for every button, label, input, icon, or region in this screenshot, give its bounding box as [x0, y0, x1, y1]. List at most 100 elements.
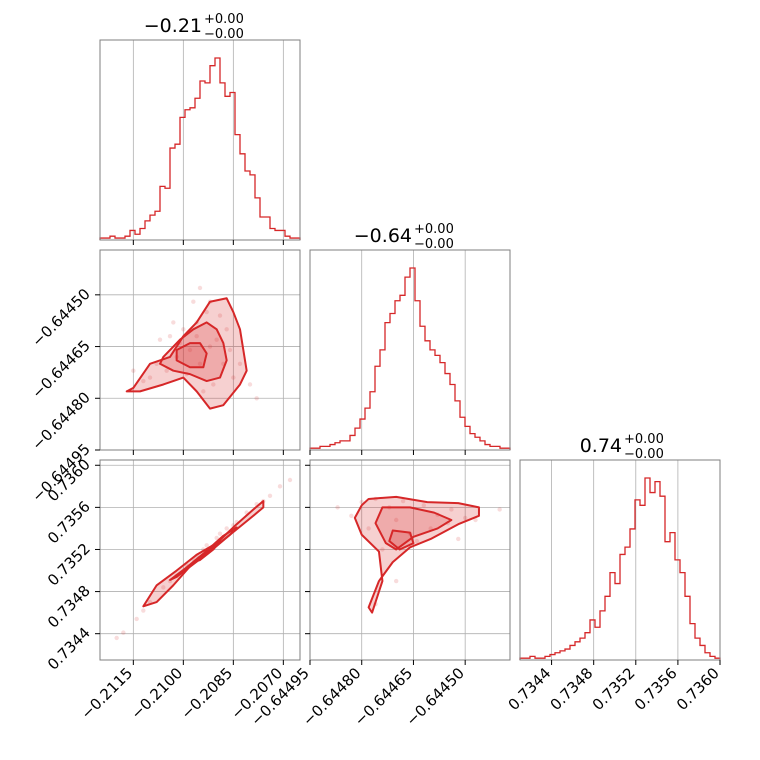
scatter-point — [421, 503, 426, 508]
scatter-point — [204, 543, 209, 548]
scatter-point — [181, 327, 186, 332]
scatter-point — [224, 526, 229, 531]
scatter-point — [217, 531, 223, 536]
contour-line-3 — [192, 540, 221, 564]
contour-line-2 — [159, 321, 228, 383]
scatter-point — [121, 630, 126, 635]
scatter-point — [214, 337, 219, 342]
x-tick-label: −0.2115 — [77, 664, 136, 723]
panel-frame — [519, 459, 721, 661]
contour-line-2 — [374, 506, 453, 551]
panel-title-value: −0.21 — [144, 15, 202, 37]
scatter-point — [449, 507, 454, 512]
histogram-step-line — [519, 477, 721, 660]
scatter-point — [131, 368, 136, 373]
scatter-point — [277, 484, 283, 489]
y-tick-label: 0.7348 — [44, 582, 94, 632]
scatter-point — [171, 320, 176, 325]
contour-fill-1 — [126, 298, 247, 409]
scatter-point — [456, 536, 461, 542]
panel-title-minus: −0.00 — [204, 27, 244, 42]
y-tick-label: 0.7352 — [44, 540, 94, 590]
panel-title-plus: +0.00 — [624, 432, 664, 447]
contour-fill-2 — [375, 507, 452, 550]
scatter-point — [394, 578, 399, 584]
scatter-point — [207, 344, 213, 349]
scatter-point — [237, 361, 243, 366]
panel-joint-r2-c1: −0.64495−0.64480−0.64465−0.64450 — [247, 459, 511, 730]
panel-frame — [99, 459, 301, 661]
contour-fill-1 — [354, 496, 479, 613]
scatter-point — [247, 382, 253, 387]
scatter-point — [191, 299, 196, 304]
panel-joint-r1-c0: −0.64450−0.64465−0.64480−0.64495 — [28, 249, 301, 506]
scatter-point — [267, 493, 273, 498]
panel-joint-r2-c0: −0.2115−0.2100−0.2085−0.20700.73440.7348… — [44, 455, 301, 723]
y-tick-label: 0.7356 — [44, 497, 94, 547]
scatter-point — [157, 337, 163, 342]
x-tick-label: 0.7360 — [673, 664, 723, 714]
panel-title-plus: +0.00 — [204, 12, 244, 27]
scatter-point — [462, 515, 468, 521]
scatter-point — [287, 477, 293, 483]
panel-title-minus: −0.00 — [414, 237, 454, 252]
scatter-point — [380, 547, 385, 552]
panel-title-value: 0.74 — [580, 435, 622, 457]
scatter-point — [231, 375, 236, 380]
scatter-point — [197, 361, 203, 366]
scatter-point — [224, 327, 229, 332]
scatter-point — [214, 535, 219, 541]
x-tick-label: 0.7344 — [505, 664, 555, 714]
scatter-point — [194, 334, 199, 339]
panel-frame — [309, 459, 511, 661]
scatter-point — [114, 635, 119, 641]
scatter-point — [147, 375, 153, 380]
contour-fill-3 — [176, 343, 207, 368]
scatter-point — [211, 382, 216, 387]
scatter-point — [366, 526, 371, 531]
histogram-step-line — [99, 57, 301, 240]
scatter-point — [254, 396, 259, 401]
x-tick-label: −0.2085 — [177, 664, 236, 723]
contour-line-1 — [142, 500, 265, 608]
scatter-point — [204, 309, 209, 315]
scatter-point — [217, 313, 223, 318]
scatter-point — [497, 507, 502, 512]
scatter-point — [414, 538, 420, 544]
x-tick-label: 0.7348 — [547, 664, 597, 714]
scatter-point — [164, 368, 169, 373]
panel-hist-r0-c0: −0.21 +0.00−0.00 — [99, 12, 301, 245]
scatter-point — [134, 616, 139, 622]
scatter-point — [201, 389, 206, 394]
panel-frame — [99, 249, 301, 451]
scatter-point — [141, 378, 146, 384]
scatter-point — [473, 517, 478, 523]
scatter-point — [187, 347, 193, 353]
contour-line-1 — [353, 495, 480, 614]
panel-title-minus: −0.00 — [624, 447, 664, 462]
x-tick-label: −0.2100 — [127, 664, 186, 723]
x-tick-label: 0.7352 — [589, 664, 639, 714]
scatter-point — [349, 513, 354, 518]
panel-hist-r2-c2: 0.74 +0.00−0.00 0.73440.73480.73520.73560.… — [505, 432, 723, 714]
scatter-point — [227, 347, 233, 353]
panel-frame — [99, 39, 301, 241]
scatter-point — [400, 498, 406, 504]
y-tick-label: 0.7344 — [44, 624, 94, 674]
panel-hist-r1-c1: −0.64 +0.00−0.00 — [309, 222, 511, 455]
contour-fill-2 — [160, 322, 227, 382]
histogram-step-line — [309, 267, 511, 450]
scatter-point — [197, 285, 203, 291]
panel-title-plus: +0.00 — [414, 222, 454, 237]
contour-line-1 — [125, 297, 248, 410]
panel-title-value: −0.64 — [354, 225, 412, 247]
scatter-point — [167, 334, 173, 339]
panel-frame — [309, 249, 511, 451]
scatter-point — [394, 517, 399, 523]
scatter-point — [335, 505, 340, 510]
contour-line-3 — [175, 342, 208, 369]
scatter-point — [161, 585, 166, 590]
x-tick-label: 0.7356 — [631, 664, 681, 714]
contour-line-3 — [388, 529, 415, 551]
